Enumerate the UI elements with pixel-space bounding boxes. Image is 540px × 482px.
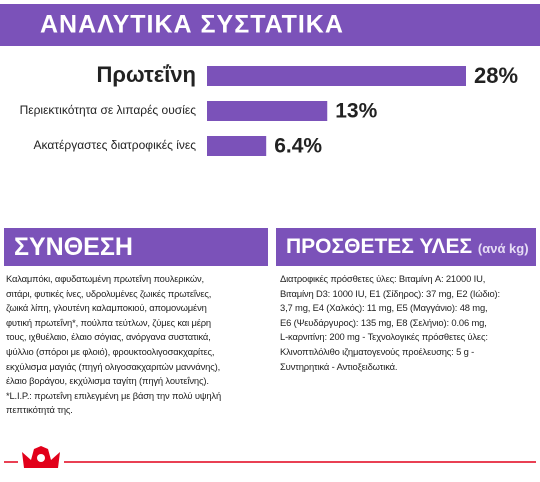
value-label: 28% <box>474 63 518 88</box>
text-line: τους, ιχθυέλαιο, έλαιο σόγιας, ανόργανα … <box>6 331 211 343</box>
additives-unit: (ανά kg) <box>477 241 529 256</box>
chart: ΑΝΑΛΥΤΙΚΑ ΣΥΣΤΑΤΙΚΑ Πρωτεΐνη 28% Περιεκτικ… <box>0 4 540 158</box>
text-line: Κλινοπτιλόλιθο ιζηματογενούς προέλευσης:… <box>280 345 475 357</box>
category-label: Περιεκτικότητα σε λιπαρές ουσίες <box>20 103 197 117</box>
text-line: εκχύλισμα μαγιάς (πηγή ολιγοσακχαριτών μ… <box>6 360 221 372</box>
text-line: σιτάρι, φυτικές ίνες, υδρολυμένες ζωικές… <box>6 287 212 299</box>
additives-header: ΠΡΟΣΘΕΤΕΣ ΥΛΕΣ (ανά kg) <box>276 228 536 266</box>
title-band <box>0 4 540 46</box>
text-line: Συντηρητικά - Αντιοξειδωτικά. <box>280 360 398 372</box>
category-label: Ακατέργαστες διατροφικές ίνες <box>34 138 197 152</box>
text-line: Διατροφικές πρόσθετες ύλες: Βιταμίνη A: … <box>280 273 486 284</box>
value-label: 13% <box>335 100 377 123</box>
brand-footer <box>4 446 536 476</box>
text-line: ψύλλιο (σπόροι με φλοιό), φρουκτοολιγοσα… <box>6 345 215 357</box>
text-line: E6 (Ψευδάργυρος): 135 mg, E8 (Σελήνιο): … <box>280 316 487 328</box>
text-line: ζωικά λίπη, γλουτένη καλαμποκιού, απομον… <box>6 302 207 314</box>
category-label: Πρωτεΐνη <box>96 62 196 87</box>
chart-title: ΑΝΑΛΥΤΙΚΑ ΣΥΣΤΑΤΙΚΑ <box>40 11 344 39</box>
text-line: έλαιο βοράγου, εκχύλισμα ταγίτη (πηγή λο… <box>6 375 209 387</box>
text-line: *L.I.P.: πρωτεΐνη επιλεγμένη με βάση την… <box>6 389 222 401</box>
additives-title: ΠΡΟΣΘΕΤΕΣ ΥΛΕΣ <box>286 235 473 258</box>
text-line: Βιταμίνη D3: 1000 IU, E1 (Σίδηρος): 37 m… <box>280 287 500 299</box>
text-line: Καλαμπόκι, αφυδατωμένη πρωτεΐνη πουλερικ… <box>6 273 204 284</box>
text-line: πεπτικότητά της. <box>6 404 73 416</box>
composition-text: Καλαμπόκι, αφυδατωμένη πρωτεΐνη πουλερικ… <box>6 272 268 418</box>
crown-detail <box>37 454 45 462</box>
text-line: L-καρνιτίνη: 200 mg - Τεχνολογικές πρόσθ… <box>280 331 488 343</box>
text-line: φυτική πρωτεΐνη*, πούλπα τεύτλων, ζύμες … <box>6 316 211 328</box>
bar <box>207 136 267 156</box>
value-label: 6.4% <box>274 135 322 158</box>
bar <box>207 101 328 121</box>
composition-header: ΣΥΝΘΕΣΗ <box>4 228 268 266</box>
text-line: 3,7 mg, E4 (Χαλκός): 11 mg, E5 (Μαγγάνιο… <box>280 302 488 314</box>
composition-title: ΣΥΝΘΕΣΗ <box>14 233 133 261</box>
bar <box>207 66 466 86</box>
additives-text: Διατροφικές πρόσθετες ύλες: Βιταμίνη A: … <box>280 272 536 374</box>
